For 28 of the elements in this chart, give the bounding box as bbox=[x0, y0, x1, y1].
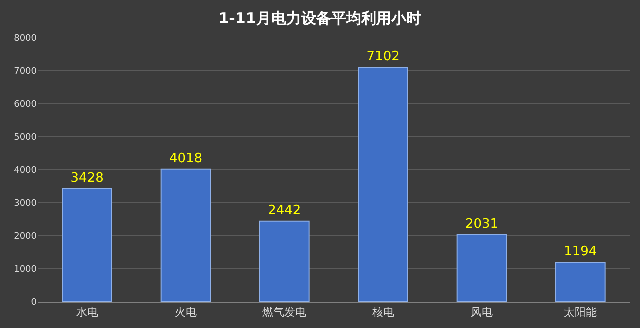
x-tick-label: 燃气发电 bbox=[262, 306, 307, 320]
x-tick-label: 水电 bbox=[76, 306, 98, 320]
y-tick-label: 7000 bbox=[14, 67, 38, 78]
data-label: 4018 bbox=[169, 151, 203, 166]
bar bbox=[160, 168, 212, 302]
bar bbox=[358, 67, 408, 302]
y-tick-label: 5000 bbox=[14, 133, 38, 144]
y-tick-label: 8000 bbox=[14, 34, 38, 44]
x-tick-label: 核电 bbox=[371, 306, 394, 320]
bar bbox=[62, 188, 112, 302]
y-tick-label: 4000 bbox=[14, 166, 38, 176]
y-tick-label: 6000 bbox=[14, 100, 38, 110]
y-tick-label: 3000 bbox=[14, 199, 38, 210]
y-tick-label: 0 bbox=[31, 298, 38, 308]
data-label: 2031 bbox=[465, 216, 499, 232]
y-tick-label: 2000 bbox=[14, 232, 38, 242]
chart-title: 1-11月电力设备平均利用小时 bbox=[218, 10, 422, 28]
bar bbox=[260, 220, 310, 302]
y-tick-label: 1000 bbox=[14, 265, 38, 276]
data-label: 3428 bbox=[70, 170, 104, 186]
data-label: 2442 bbox=[268, 203, 302, 218]
x-tick-label: 风电 bbox=[471, 306, 493, 320]
x-tick-label: 火电 bbox=[175, 306, 197, 320]
x-tick-label: 太阳能 bbox=[564, 306, 598, 320]
bar bbox=[556, 262, 606, 302]
data-label: 7102 bbox=[366, 50, 400, 65]
data-label: 1194 bbox=[564, 244, 598, 260]
bar bbox=[456, 234, 508, 302]
